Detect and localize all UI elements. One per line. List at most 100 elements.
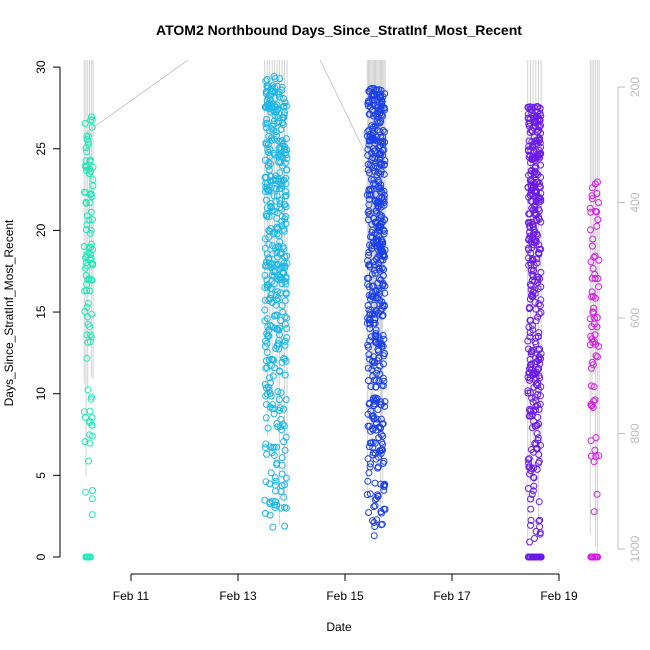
data-point [283, 314, 291, 322]
data-point [524, 387, 532, 395]
data-point [275, 118, 283, 125]
data-point [377, 521, 385, 529]
data-point [526, 228, 533, 236]
x-tick-label: Feb 17 [433, 589, 471, 603]
data-point [276, 324, 283, 332]
data-point [277, 184, 285, 192]
data-point [592, 207, 600, 215]
data-point [263, 390, 271, 398]
data-point [368, 122, 376, 130]
data-point [265, 159, 273, 167]
data-point [379, 311, 387, 319]
data-point [379, 446, 387, 454]
data-point [379, 331, 387, 339]
data-point [271, 112, 279, 120]
data-point [262, 103, 270, 111]
chart-title: ATOM2 Northbound Days_Since_StratInf_Mos… [156, 22, 522, 38]
data-point [270, 410, 278, 418]
data-point [374, 101, 382, 109]
data-point [527, 249, 535, 257]
data-point [537, 122, 544, 129]
data-point [590, 383, 598, 391]
data-point [277, 389, 285, 397]
data-point [276, 407, 284, 414]
data-point [82, 199, 90, 207]
data-point [83, 280, 91, 288]
data-point [537, 129, 545, 137]
data-point [371, 439, 379, 447]
data-point [261, 156, 269, 164]
data-point [262, 77, 270, 85]
data-point [530, 474, 538, 482]
data-point [377, 91, 384, 98]
data-point [264, 282, 272, 289]
data-point [367, 427, 375, 435]
data-point [527, 495, 534, 503]
data-point [263, 315, 271, 323]
data-point [535, 353, 543, 361]
data-point [588, 195, 596, 203]
data-point [526, 316, 534, 324]
data-point [536, 523, 544, 531]
data-point [276, 204, 284, 212]
data-point [592, 352, 600, 360]
data-point [274, 106, 282, 114]
data-point [592, 294, 599, 302]
data-point [278, 212, 286, 220]
data-point [589, 308, 597, 316]
data-point [262, 414, 270, 422]
data-point [375, 151, 383, 159]
data-point [588, 288, 596, 296]
data-point [536, 516, 544, 524]
data-point [375, 275, 383, 283]
data-point [365, 261, 373, 269]
data-point [279, 268, 287, 276]
data-point [272, 477, 280, 485]
data-point [380, 227, 388, 235]
data-point [82, 226, 90, 234]
data-point [531, 369, 539, 377]
data-point [278, 426, 285, 434]
data-point [371, 155, 379, 163]
data-point [86, 251, 94, 259]
data-point [529, 127, 536, 135]
data-point [84, 276, 92, 284]
data-point [589, 553, 597, 561]
data-point [377, 184, 385, 192]
data-point [586, 315, 594, 323]
data-point [282, 188, 290, 196]
data-point [266, 390, 274, 397]
data-point [536, 194, 544, 202]
data-point [535, 420, 543, 428]
data-point [273, 119, 281, 127]
data-point [376, 370, 384, 378]
data-point [363, 491, 371, 499]
data-point [266, 96, 274, 104]
data-point [375, 199, 383, 207]
right-tick-label: 400 [628, 192, 642, 212]
data-point [587, 332, 595, 340]
data-point [380, 352, 388, 360]
data-point [279, 141, 287, 149]
x-tick-label: Feb 19 [540, 589, 578, 603]
data-point [532, 198, 540, 206]
data-point [261, 306, 269, 314]
data-point [381, 138, 389, 146]
data-point [81, 308, 89, 315]
data-point [86, 417, 94, 425]
data-point [270, 151, 278, 159]
data-point [369, 238, 377, 246]
data-point [82, 252, 90, 260]
data-point [379, 459, 387, 467]
data-point [281, 371, 289, 379]
data-point [377, 102, 385, 110]
data-point [81, 287, 89, 295]
data-point [269, 523, 277, 531]
data-point [280, 259, 288, 267]
data-point [81, 438, 89, 446]
data-point [364, 280, 372, 288]
data-point [532, 137, 540, 144]
data-point [80, 408, 88, 416]
data-point [370, 176, 378, 184]
data-point [263, 119, 271, 127]
